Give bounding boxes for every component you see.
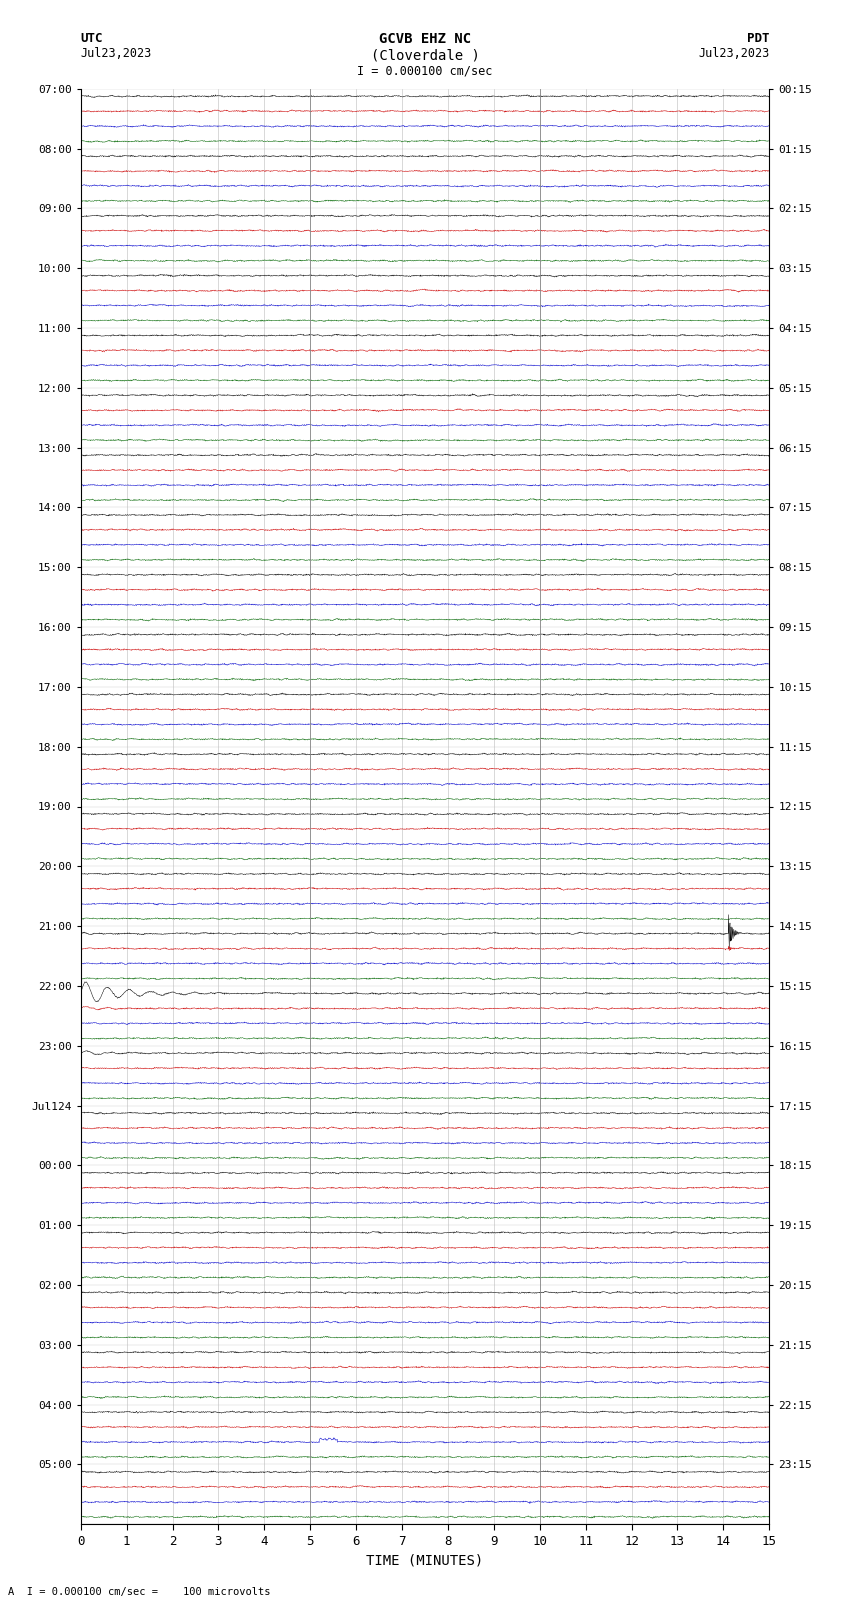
Text: UTC: UTC [81,32,103,45]
Text: Jul23,2023: Jul23,2023 [81,47,152,60]
Text: GCVB EHZ NC: GCVB EHZ NC [379,32,471,47]
Text: I = 0.000100 cm/sec: I = 0.000100 cm/sec [357,65,493,77]
Text: A  I = 0.000100 cm/sec =    100 microvolts: A I = 0.000100 cm/sec = 100 microvolts [8,1587,271,1597]
X-axis label: TIME (MINUTES): TIME (MINUTES) [366,1553,484,1568]
Text: PDT: PDT [747,32,769,45]
Text: Jul23,2023: Jul23,2023 [698,47,769,60]
Text: (Cloverdale ): (Cloverdale ) [371,48,479,63]
